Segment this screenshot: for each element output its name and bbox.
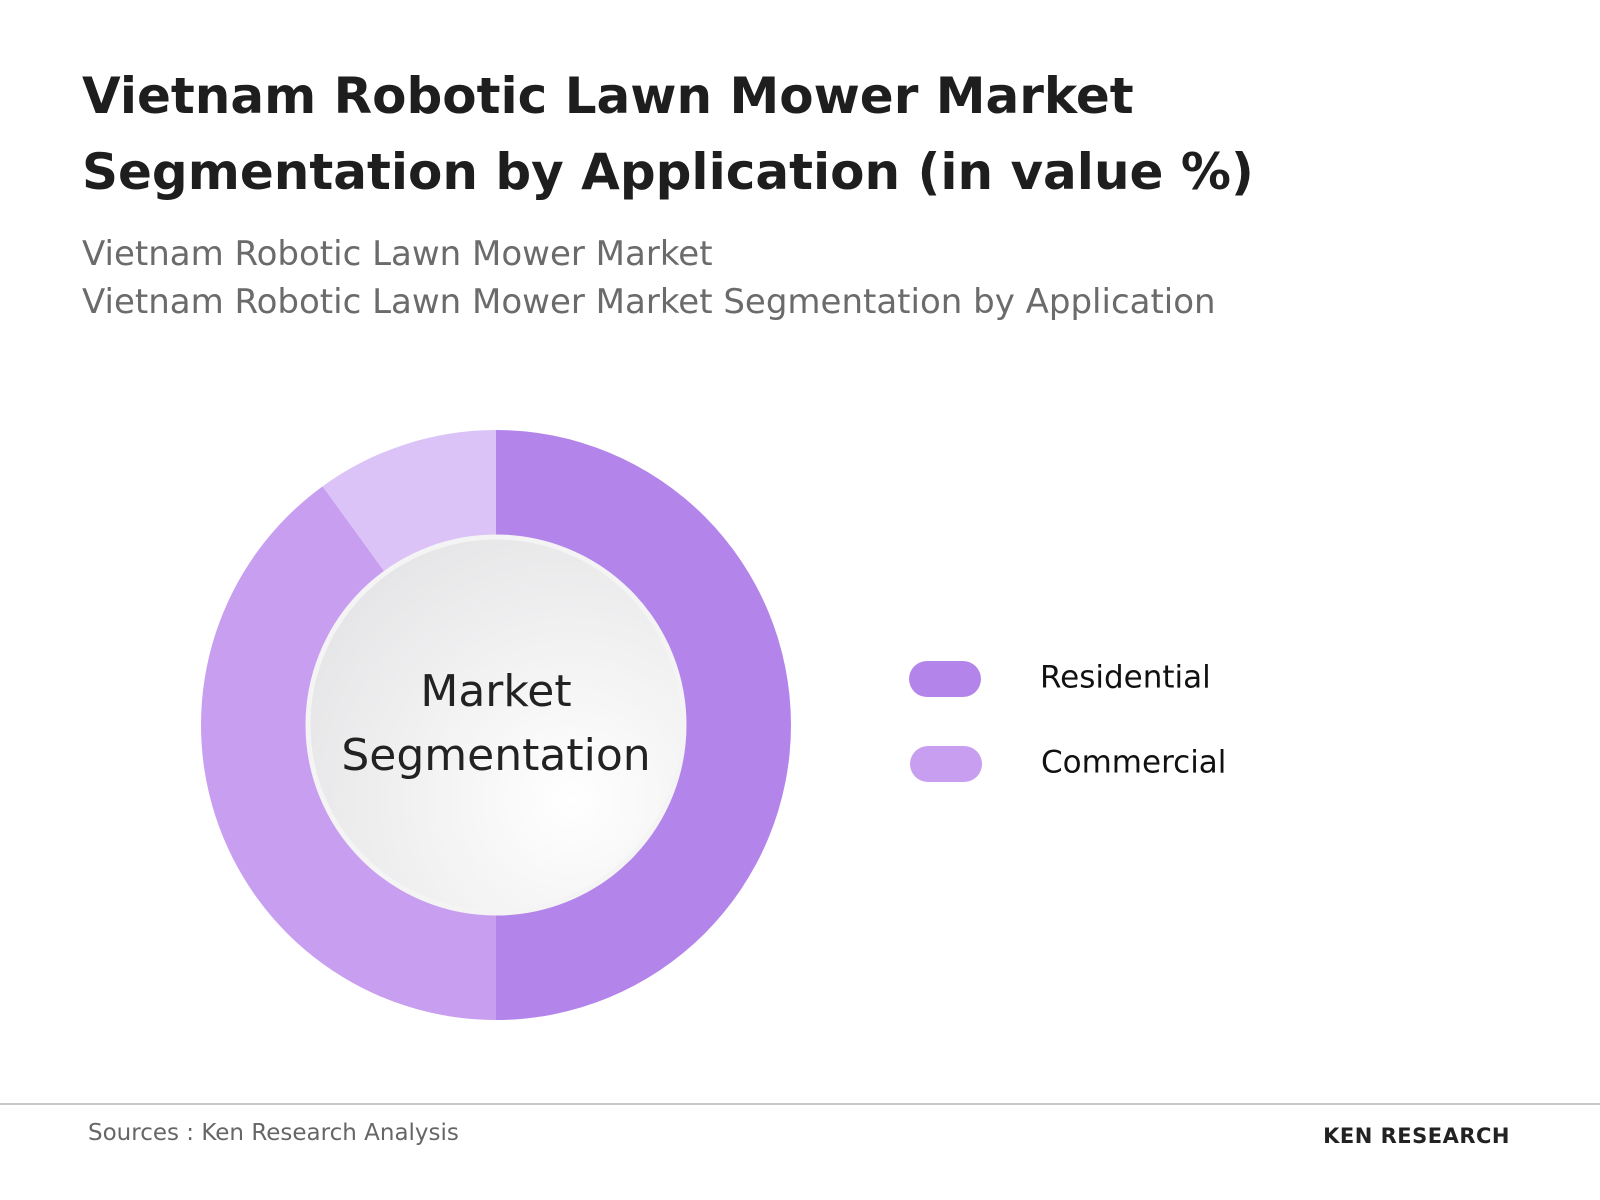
source-note: Sources : Ken Research Analysis — [88, 1120, 459, 1146]
center-disc — [305, 534, 687, 916]
donut-slice — [201, 486, 497, 1021]
donut-slice — [496, 430, 791, 1020]
subtitle: Vietnam Robotic Lawn Mower Market — [82, 234, 713, 274]
legend-swatch — [910, 746, 982, 782]
subtitle: Vietnam Robotic Lawn Mower Market Segmen… — [82, 282, 1216, 322]
legend-label: Residential — [1040, 660, 1211, 696]
logo: KEN RESEARCH — [1323, 1124, 1510, 1148]
chart-title: Vietnam Robotic Lawn Mower Market Segmen… — [82, 67, 1254, 201]
center-label: Market Segmentation — [341, 666, 651, 781]
donut-slice — [322, 430, 496, 573]
legend-swatch — [909, 661, 981, 697]
legend-label: Commercial — [1041, 745, 1226, 781]
